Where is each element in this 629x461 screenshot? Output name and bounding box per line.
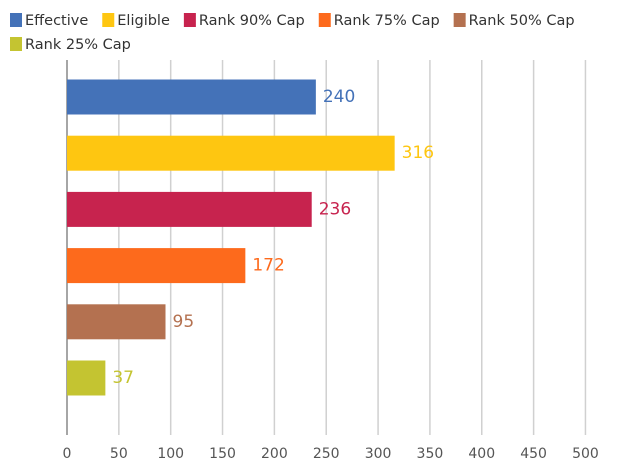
legend-swatch	[102, 13, 115, 27]
legend-swatch	[318, 13, 331, 27]
x-tick-label: 300	[365, 446, 392, 461]
data-label: 240	[323, 87, 355, 107]
x-tick-label: 100	[157, 446, 184, 461]
legend-swatch	[10, 13, 22, 27]
x-tick-label: 400	[468, 446, 495, 461]
legend-label: Effective	[25, 13, 88, 29]
legend-swatch	[453, 13, 466, 27]
bar	[67, 135, 395, 171]
x-tick-label: 250	[313, 446, 340, 461]
legend-label: Rank 25% Cap	[25, 37, 131, 53]
legend-label: Rank 50% Cap	[469, 13, 575, 29]
data-label: 172	[252, 256, 284, 276]
x-tick-label: 150	[209, 446, 236, 461]
data-label: 316	[402, 143, 434, 163]
x-tick-label: 500	[572, 446, 599, 461]
bar	[67, 360, 106, 396]
x-tick-label: 200	[261, 446, 288, 461]
bar	[67, 248, 246, 284]
data-label: 37	[112, 368, 134, 388]
bar	[67, 191, 312, 227]
legend-label: Rank 90% Cap	[199, 13, 305, 29]
x-tick-label: 450	[520, 446, 547, 461]
data-label: 95	[173, 312, 195, 332]
bar	[67, 79, 316, 115]
legend-swatch	[183, 13, 196, 27]
data-label: 236	[319, 199, 351, 219]
x-tick-label: 50	[110, 446, 128, 461]
legend-label: Eligible	[117, 13, 170, 29]
legend-label: Rank 75% Cap	[334, 13, 440, 29]
x-tick-label: 0	[63, 446, 72, 461]
legend-swatch	[10, 37, 22, 51]
x-tick-label: 350	[417, 446, 444, 461]
bar	[67, 304, 166, 340]
